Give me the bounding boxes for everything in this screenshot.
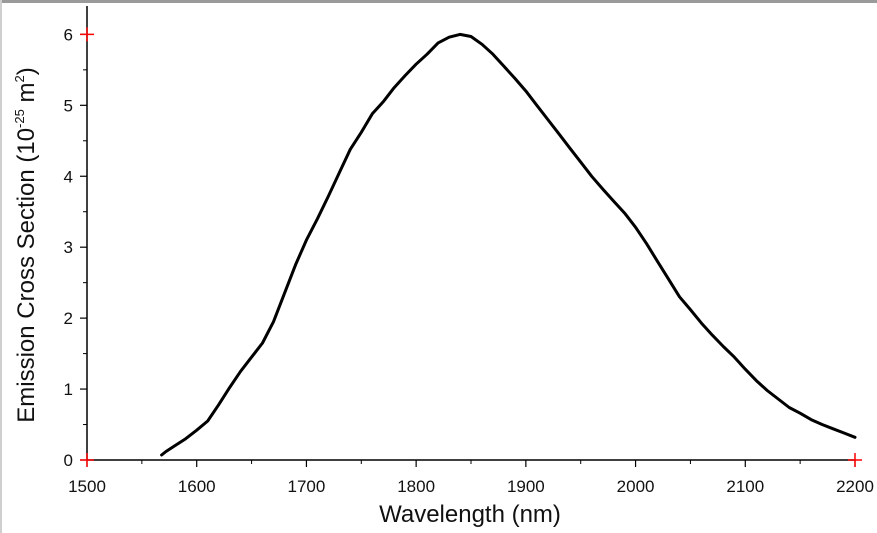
y-axis-label-unit: m [13,82,40,109]
y-axis-ticks: 0 1 2 3 4 5 6 [64,25,87,470]
x-tick-label: 2200 [836,477,874,496]
y-tick-label: 0 [64,451,73,470]
y-tick-label: 1 [64,380,73,399]
y-axis-label-exponent: -25 [12,109,27,128]
x-axis-ticks: 1500 1600 1700 1800 1900 2000 2100 2200 [68,460,874,496]
y-tick-label: 4 [64,167,73,186]
series-group [160,32,857,457]
axes [86,6,855,461]
emission-curve [160,32,857,457]
y-tick-label: 2 [64,309,73,328]
y-tick-label: 3 [64,238,73,257]
x-tick-label: 2000 [617,477,655,496]
x-tick-label: 1800 [397,477,435,496]
y-tick-label: 6 [64,25,73,44]
window-top-border [0,0,877,3]
corner-markers [80,27,862,467]
x-tick-label: 1900 [507,477,545,496]
x-axis-label: Wavelength (nm) [379,501,561,528]
window-left-border [0,0,2,533]
x-tick-label: 1500 [68,477,106,496]
y-tick-label: 5 [64,96,73,115]
y-axis-label-unit-exponent: 2 [12,75,27,82]
x-tick-label: 1700 [288,477,326,496]
y-axis-label-prefix: Emission Cross Section (10 [13,128,40,423]
y-axis-label: Emission Cross Section (10-25 m2) [12,67,40,422]
x-tick-label: 1600 [178,477,216,496]
y-axis-label-suffix: ) [13,67,40,75]
x-tick-label: 2100 [726,477,764,496]
